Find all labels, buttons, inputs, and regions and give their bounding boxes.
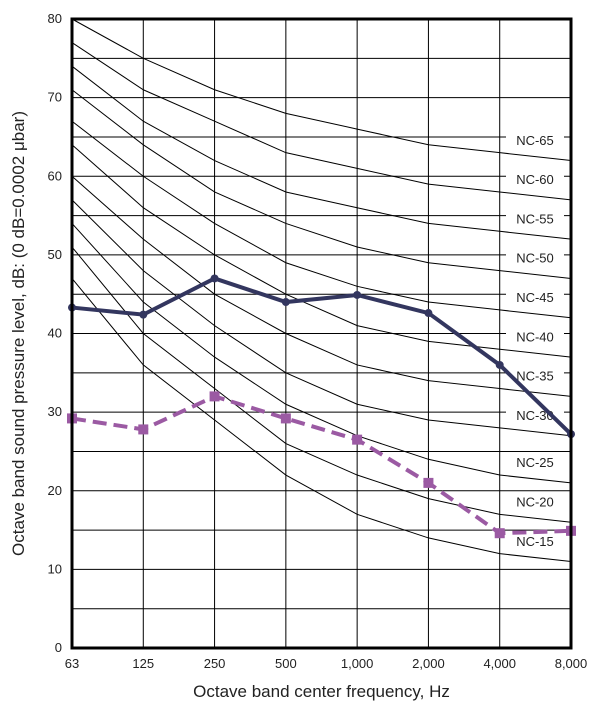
x-tick-label: 4,000 [483, 656, 516, 671]
grid [71, 18, 572, 649]
nc-label-bg [506, 172, 564, 189]
dashed-series-marker [423, 477, 434, 488]
nc-curve-label: NC-55 [516, 211, 554, 226]
x-tick-label: 1,000 [341, 656, 374, 671]
nc-curve-label: NC-50 [516, 251, 554, 266]
y-tick-labels: 0 10 20 30 40 50 60 70 80 [48, 11, 62, 655]
nc-curve-label: NC-15 [516, 534, 554, 549]
x-tick-label: 2,000 [412, 656, 445, 671]
dashed-series-marker [494, 528, 505, 539]
nc-curve-label: NC-60 [516, 172, 554, 187]
nc-curve [71, 89, 572, 279]
solid-series-marker [424, 309, 433, 318]
solid-series-marker [210, 274, 219, 283]
nc-label-bg [506, 455, 564, 472]
y-tick-label: 20 [48, 483, 62, 498]
dashed-series-marker [138, 424, 149, 435]
solid-series-line [71, 276, 573, 436]
nc-curve [71, 278, 572, 563]
y-tick-label: 0 [55, 640, 62, 655]
dashed-series-marker [352, 434, 363, 445]
nc-curve [71, 120, 572, 319]
nc-curve [71, 199, 572, 437]
y-tick-label: 70 [48, 90, 62, 105]
y-tick-label: 30 [48, 404, 62, 419]
solid-series-marker [495, 360, 504, 369]
nc-label-bg [506, 368, 564, 385]
y-tick-label: 40 [48, 326, 62, 341]
nc-curve [71, 223, 572, 484]
x-axis-title: Octave band center frequency, Hz [193, 682, 450, 701]
nc-curve [71, 42, 572, 201]
nc-label-bg [506, 494, 564, 511]
nc-curve-label: NC-20 [516, 494, 554, 509]
y-tick-label: 10 [48, 561, 62, 576]
solid-series-marker [281, 298, 290, 307]
x-tick-label: 250 [204, 656, 226, 671]
x-tick-label: 125 [132, 656, 154, 671]
solid-series-marker [139, 310, 148, 319]
nc-curve-label: NC-35 [516, 369, 554, 384]
nc-curve-label: NC-30 [516, 408, 554, 423]
nc-curve [71, 246, 572, 523]
solid-series-marker [353, 290, 362, 299]
dashed-series-line [71, 394, 572, 536]
y-axis-title: Octave band sound pressure level, dB: (0… [9, 111, 28, 556]
x-tick-label: 500 [275, 656, 297, 671]
nc-curves: NC-65 NC-60 NC-55 NC-50 NC-45 NC-40 NC-35 NC-30… [71, 18, 572, 563]
nc-label-bg [506, 290, 564, 307]
nc-curve [71, 65, 572, 240]
nc-label-bg [506, 211, 564, 228]
y-tick-label: 50 [48, 247, 62, 262]
nc-curve-label: NC-40 [516, 329, 554, 344]
x-tick-label: 8,000 [555, 656, 588, 671]
dashed-series-marker [209, 391, 220, 402]
nc-curve [71, 175, 572, 397]
nc-label-bg [506, 250, 564, 267]
x-tick-labels: 63 125 250 500 1,000 2,000 4,000 8,000 [65, 656, 588, 671]
plot-frame [70, 17, 573, 650]
nc-curve-label: NC-25 [516, 455, 554, 470]
dashed-series-marker [280, 413, 291, 424]
nc-label-bg [506, 329, 564, 346]
nc-label-bg [506, 132, 564, 149]
nc-curve-label: NC-65 [516, 133, 554, 148]
nc-curve [71, 18, 572, 162]
x-tick-label: 63 [65, 656, 79, 671]
y-tick-label: 60 [48, 168, 62, 183]
nc-label-bg [506, 533, 564, 550]
y-tick-label: 80 [48, 11, 62, 26]
nc-curve [71, 144, 572, 358]
nc-curve-label: NC-45 [516, 290, 554, 305]
